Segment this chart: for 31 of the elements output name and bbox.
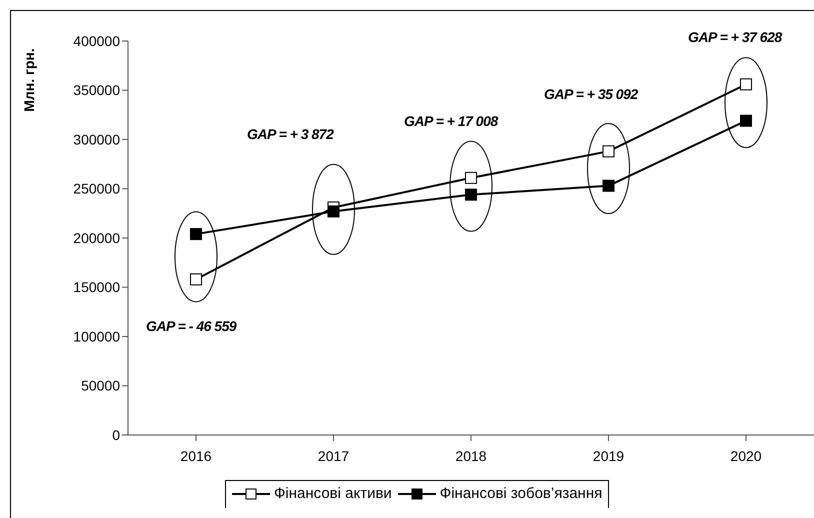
y-tick-label: 0 — [112, 426, 120, 443]
point — [190, 273, 202, 286]
point — [740, 114, 752, 127]
point — [740, 78, 752, 90]
annotation: GAP = + 17 008 — [404, 113, 498, 129]
annotation: GAP = + 3 872 — [247, 126, 334, 142]
annotation: GAP = + 35 092 — [544, 86, 638, 102]
point — [465, 188, 477, 201]
annotation: GAP = - 46 559 — [146, 318, 236, 334]
y-tick-label: 200000 — [73, 230, 120, 246]
x-tick-label: 2020 — [730, 448, 762, 464]
x-tick-label: 2018 — [455, 448, 487, 464]
point — [602, 145, 614, 158]
point — [190, 228, 202, 240]
y-tick-label: 400000 — [73, 32, 120, 49]
y-tick-label: 350000 — [73, 82, 120, 98]
legend-label: Фінансові зобов’язання — [438, 485, 602, 502]
legend-label: Фінансові активи — [273, 485, 392, 502]
y-tick-label: 100000 — [73, 328, 120, 344]
point — [465, 172, 477, 184]
x-tick-label: 2017 — [318, 448, 350, 464]
point — [602, 180, 614, 192]
y-tick-label: 50000 — [81, 378, 120, 394]
y-tick-label: 250000 — [73, 180, 120, 197]
y-tick-label: 150000 — [73, 279, 120, 296]
x-tick-label: 2016 — [180, 448, 212, 464]
x-tick-label: 2019 — [592, 448, 624, 464]
point — [328, 205, 340, 218]
annotation: GAP = + 37 628 — [688, 29, 782, 45]
y-tick-label: 300000 — [73, 131, 120, 148]
y-axis-title: Млн. грн. — [21, 48, 37, 112]
